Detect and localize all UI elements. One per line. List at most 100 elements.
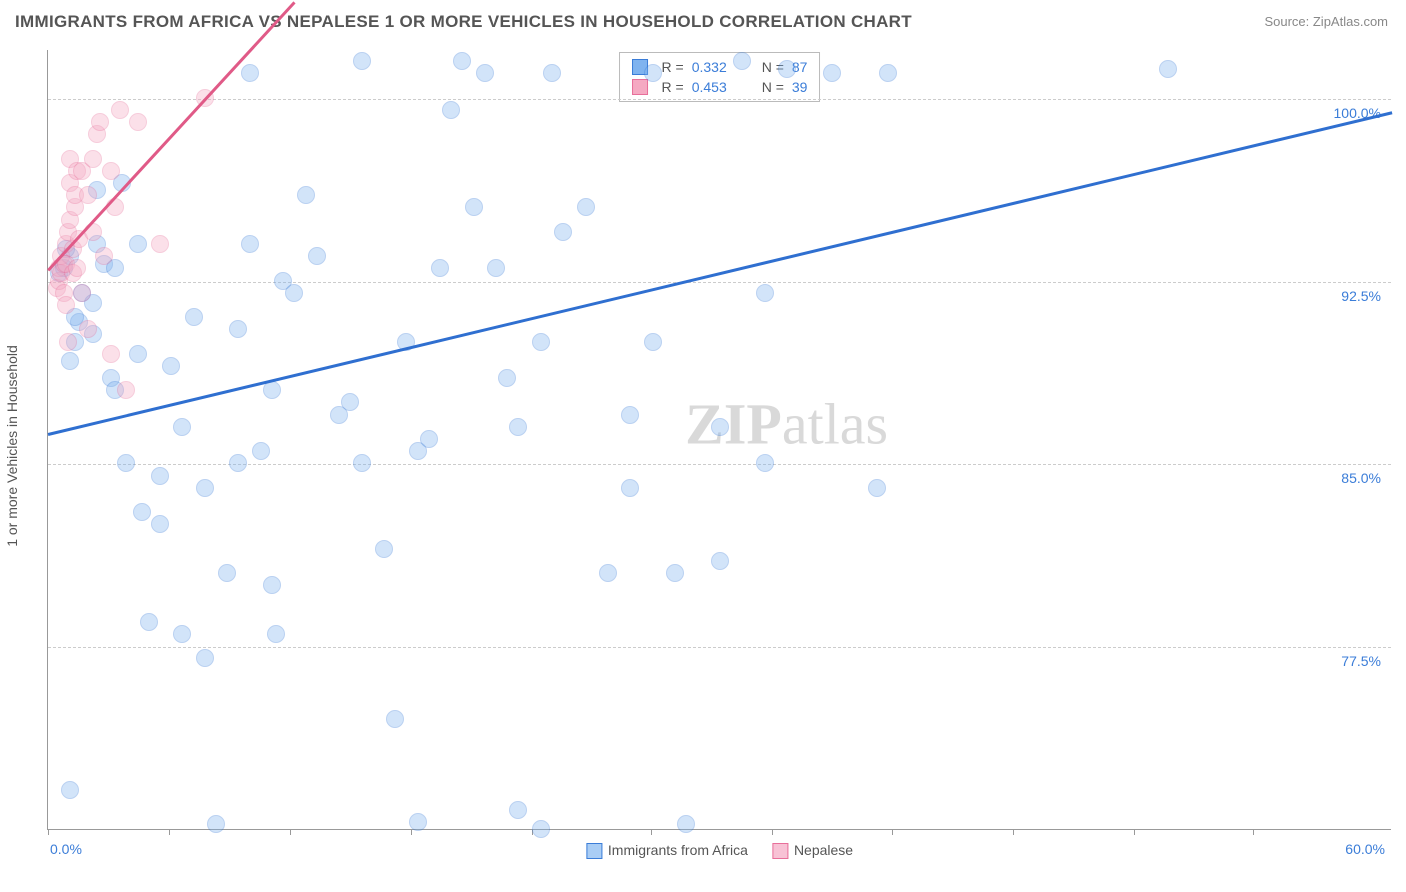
data-point	[79, 186, 97, 204]
data-point	[543, 64, 561, 82]
data-point	[129, 113, 147, 131]
x-tick	[290, 829, 291, 835]
data-point	[151, 235, 169, 253]
legend-item: Nepalese	[772, 842, 853, 859]
trend-line	[48, 111, 1393, 435]
y-tick-label: 92.5%	[1341, 288, 1381, 304]
x-tick	[1134, 829, 1135, 835]
data-point	[532, 820, 550, 838]
data-point	[386, 710, 404, 728]
data-point	[308, 247, 326, 265]
x-tick	[1253, 829, 1254, 835]
data-point	[621, 406, 639, 424]
data-point	[196, 479, 214, 497]
data-point	[666, 564, 684, 582]
data-point	[644, 64, 662, 82]
data-point	[102, 162, 120, 180]
data-point	[465, 198, 483, 216]
data-point	[1159, 60, 1177, 78]
data-point	[733, 52, 751, 70]
data-point	[644, 333, 662, 351]
data-point	[267, 625, 285, 643]
data-point	[173, 418, 191, 436]
x-axis-max-label: 60.0%	[1345, 841, 1385, 857]
data-point	[677, 815, 695, 833]
data-point	[554, 223, 572, 241]
x-tick	[411, 829, 412, 835]
data-point	[756, 454, 774, 472]
data-point	[111, 101, 129, 119]
data-point	[756, 284, 774, 302]
data-point	[185, 308, 203, 326]
data-point	[341, 393, 359, 411]
data-point	[117, 381, 135, 399]
legend-item: Immigrants from Africa	[586, 842, 748, 859]
data-point	[409, 813, 427, 831]
data-point	[420, 430, 438, 448]
gridline	[48, 647, 1391, 648]
chart-title: IMMIGRANTS FROM AFRICA VS NEPALESE 1 OR …	[15, 12, 912, 32]
data-point	[241, 64, 259, 82]
legend-swatch	[772, 843, 788, 859]
r-label: R =	[662, 59, 684, 75]
data-point	[140, 613, 158, 631]
data-point	[353, 454, 371, 472]
n-label: N =	[762, 79, 784, 95]
r-value: 0.453	[692, 79, 742, 95]
data-point	[476, 64, 494, 82]
x-tick	[892, 829, 893, 835]
data-point	[252, 442, 270, 460]
data-point	[532, 333, 550, 351]
data-point	[453, 52, 471, 70]
data-point	[431, 259, 449, 277]
data-point	[196, 649, 214, 667]
data-point	[509, 418, 527, 436]
data-point	[778, 60, 796, 78]
gridline	[48, 99, 1391, 100]
data-point	[711, 418, 729, 436]
y-tick-label: 77.5%	[1341, 653, 1381, 669]
x-axis-min-label: 0.0%	[50, 841, 82, 857]
chart-plot-area: ZIPatlas R =0.332N =87R =0.453N =39 Immi…	[47, 50, 1391, 830]
data-point	[95, 247, 113, 265]
data-point	[621, 479, 639, 497]
data-point	[297, 186, 315, 204]
x-tick	[772, 829, 773, 835]
data-point	[57, 296, 75, 314]
data-point	[91, 113, 109, 131]
y-tick-label: 85.0%	[1341, 470, 1381, 486]
data-point	[68, 259, 86, 277]
data-point	[241, 235, 259, 253]
data-point	[487, 259, 505, 277]
x-tick	[48, 829, 49, 835]
data-point	[162, 357, 180, 375]
data-point	[498, 369, 516, 387]
legend-label: Nepalese	[794, 842, 853, 858]
data-point	[285, 284, 303, 302]
data-point	[868, 479, 886, 497]
data-point	[61, 352, 79, 370]
x-tick	[1013, 829, 1014, 835]
x-tick	[651, 829, 652, 835]
data-point	[59, 333, 77, 351]
data-point	[79, 320, 97, 338]
data-point	[263, 576, 281, 594]
data-point	[711, 552, 729, 570]
data-point	[442, 101, 460, 119]
series-legend: Immigrants from Africa Nepalese	[586, 842, 853, 859]
data-point	[129, 235, 147, 253]
x-tick	[169, 829, 170, 835]
data-point	[117, 454, 135, 472]
data-point	[129, 345, 147, 363]
data-point	[151, 515, 169, 533]
data-point	[229, 320, 247, 338]
legend-label: Immigrants from Africa	[608, 842, 748, 858]
trend-line	[47, 2, 295, 272]
data-point	[823, 64, 841, 82]
data-point	[173, 625, 191, 643]
data-point	[102, 345, 120, 363]
data-point	[73, 284, 91, 302]
y-axis-label: 1 or more Vehicles in Household	[4, 345, 20, 547]
gridline	[48, 282, 1391, 283]
r-label: R =	[662, 79, 684, 95]
